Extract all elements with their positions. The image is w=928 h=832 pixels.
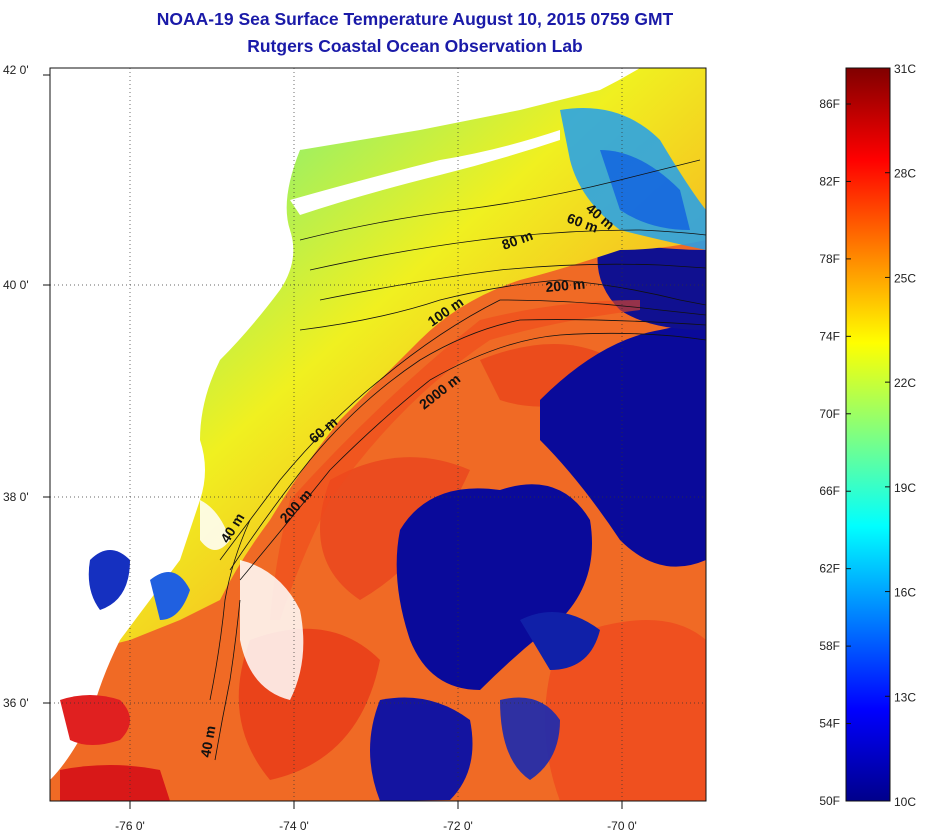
colorbar-c-label: 22C xyxy=(894,376,916,390)
land-mass xyxy=(50,68,330,780)
colorbar-f-label: 86F xyxy=(819,97,840,111)
colorbar-f-label: 54F xyxy=(819,717,840,731)
lat-label-38: 38 0' xyxy=(3,490,29,504)
lat-label-40: 40 0' xyxy=(3,278,29,292)
colorbar-f-label: 82F xyxy=(819,174,840,188)
axis-ticks xyxy=(43,74,623,809)
colorbar-f-label: 70F xyxy=(819,407,840,421)
colorbar-c-label: 28C xyxy=(894,167,916,181)
lon-label-76: -76 0' xyxy=(115,819,145,832)
colorbar-f-label: 58F xyxy=(819,639,840,653)
map-frame xyxy=(49,67,707,802)
graticule xyxy=(50,68,706,801)
map-subtitle: Rutgers Coastal Ocean Observation Lab xyxy=(247,36,583,56)
lat-label-42: 42 0' xyxy=(3,63,29,77)
fahrenheit-labels: 86F 82F 78F 74F 70F 66F 62F 58F 54F 50F xyxy=(819,97,840,808)
colorbar-f-label: 74F xyxy=(819,329,840,343)
colorbar-c-label: 31C xyxy=(894,62,916,76)
bathymetry-contours xyxy=(209,159,706,761)
colorbar-c-label: 13C xyxy=(894,690,916,704)
colorbar-f-label: 78F xyxy=(819,252,840,266)
lat-label-36: 36 0' xyxy=(3,696,29,710)
colorbar-c-label: 25C xyxy=(894,271,916,285)
colorbar-f-label: 66F xyxy=(819,484,840,498)
map-title: NOAA-19 Sea Surface Temperature August 1… xyxy=(156,9,674,29)
colorbar-f-label: 62F xyxy=(819,562,840,576)
depth-label: 200 m xyxy=(545,276,586,295)
lon-label-74: -74 0' xyxy=(279,819,309,832)
colorbar-c-label: 16C xyxy=(894,586,916,600)
celsius-labels: 31C 28C 25C 22C 19C 16C 13C 10C xyxy=(894,62,916,809)
map-field xyxy=(50,68,706,801)
depth-label: 40 m xyxy=(197,724,218,758)
lon-label-72: -72 0' xyxy=(443,819,473,832)
lon-label-70: -70 0' xyxy=(607,819,637,832)
cold-eddy-region xyxy=(396,484,592,690)
colorbar-c-label: 10C xyxy=(894,795,916,809)
colorbar-f-label: 50F xyxy=(819,794,840,808)
colorbar-c-label: 19C xyxy=(894,481,916,495)
colorbar-scale xyxy=(845,67,891,802)
